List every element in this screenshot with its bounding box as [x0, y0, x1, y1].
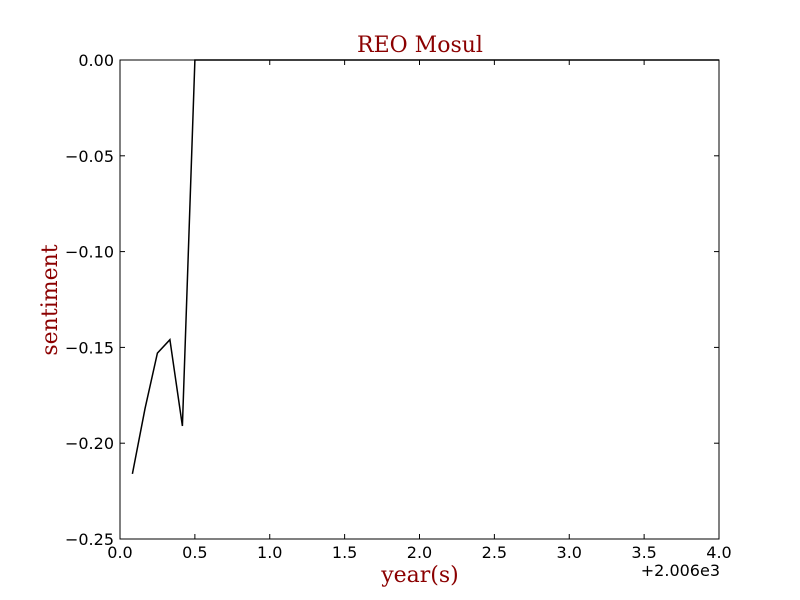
plot-area [119, 59, 720, 540]
x-tick-label: 3.5 [631, 543, 656, 562]
y-tick-label: −0.25 [65, 530, 114, 549]
x-tick-label: 0.0 [107, 543, 132, 562]
chart-title: REO Mosul [357, 33, 483, 58]
x-tick-label: 0.5 [182, 543, 207, 562]
plot-frame [119, 59, 720, 540]
y-tick-label: 0.00 [78, 51, 114, 70]
x-tick-label: 2.0 [407, 543, 432, 562]
series-line [131, 59, 719, 475]
y-tick-label: −0.15 [65, 338, 114, 357]
y-tick-label: −0.05 [65, 147, 114, 166]
x-axis-offset-label: +2.006e3 [641, 561, 720, 580]
y-tick-label: −0.10 [65, 243, 114, 262]
x-tick-label: 2.5 [482, 543, 507, 562]
x-tick-label: 3.0 [557, 543, 582, 562]
x-tick-label: 4.0 [706, 543, 731, 562]
x-axis-label: year(s) [380, 563, 459, 588]
y-axis-label: sentiment [38, 244, 63, 355]
x-axis: 0.0 0.5 1.0 1.5 2.0 2.5 3.0 3.5 4.0 [107, 60, 732, 562]
y-axis: 0.00 −0.05 −0.10 −0.15 −0.20 −0.25 [65, 51, 719, 549]
x-tick-label: 1.5 [332, 543, 357, 562]
y-tick-label: −0.20 [65, 434, 114, 453]
x-tick-label: 1.0 [257, 543, 282, 562]
